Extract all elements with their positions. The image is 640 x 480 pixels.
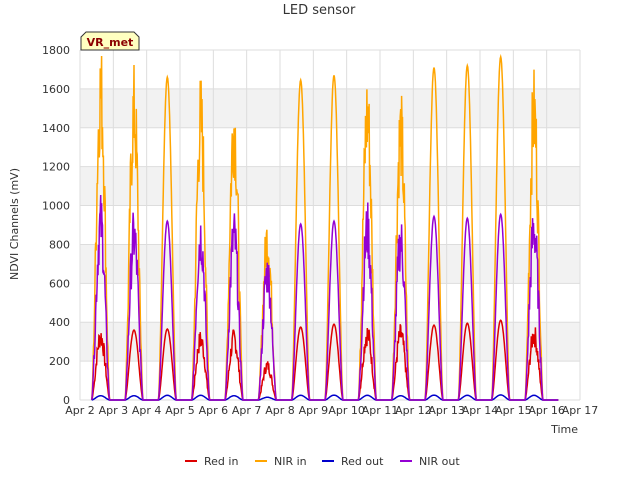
y-tick-label: 0 <box>63 394 70 407</box>
y-tick-label: 1200 <box>42 161 70 174</box>
chart-title: LED sensor <box>283 3 356 18</box>
y-axis-title: NDVI Channels (mV) <box>8 168 21 280</box>
legend-item: Red out <box>322 455 384 468</box>
y-tick-label: 800 <box>49 238 70 251</box>
series-layer <box>90 53 559 401</box>
legend-item: NIR in <box>255 455 307 468</box>
y-tick-label: 1000 <box>42 200 70 213</box>
legend-label: NIR in <box>274 455 307 468</box>
x-tick-label: Apr 12 <box>395 404 432 417</box>
legend: Red in NIR in Red out NIR out <box>185 455 460 468</box>
site-badge: VR_met <box>80 31 140 51</box>
x-tick-label: Apr 8 <box>265 404 295 417</box>
x-tick-label: Apr 9 <box>299 404 329 417</box>
x-tick-label: Apr 13 <box>428 404 465 417</box>
legend-label: Red out <box>341 455 384 468</box>
x-tick-label: Apr 10 <box>328 404 365 417</box>
y-tick-label: 600 <box>49 277 70 290</box>
badge-label: VR_met <box>87 36 134 49</box>
x-tick-label: Apr 17 <box>562 404 599 417</box>
y-tick-label: 1800 <box>42 44 70 57</box>
grid-band <box>80 88 580 128</box>
legend-label: NIR out <box>419 455 460 468</box>
legend-label: Red in <box>204 455 238 468</box>
x-tick-label: Apr 6 <box>199 404 229 417</box>
x-axis-ticks: Apr 2 Apr 3 Apr 4 Apr 5 Apr 6 Apr 7 Apr 8 Apr 9… <box>65 404 598 417</box>
x-tick-label: Apr 7 <box>232 404 262 417</box>
series-line-nir-out <box>90 194 559 401</box>
x-tick-label: Apr 4 <box>132 404 162 417</box>
y-tick-label: 1400 <box>42 122 70 135</box>
y-tick-label: 200 <box>49 355 70 368</box>
legend-item: Red in <box>185 455 238 468</box>
legend-item: NIR out <box>400 455 460 468</box>
x-tick-label: Apr 5 <box>165 404 195 417</box>
x-axis-title: Time <box>550 423 578 436</box>
y-tick-label: 1600 <box>42 83 70 96</box>
badge-shape <box>80 31 140 51</box>
x-tick-label: Apr 15 <box>495 404 532 417</box>
x-tick-label: Apr 2 <box>65 404 95 417</box>
x-tick-label: Apr 14 <box>462 404 499 417</box>
x-tick-label: Apr 11 <box>362 404 399 417</box>
y-axis-ticks: 0 200 400 600 800 1000 1200 1400 1600 1800 <box>42 44 70 407</box>
x-tick-label: Apr 3 <box>99 404 129 417</box>
y-tick-label: 400 <box>49 316 70 329</box>
x-tick-label: Apr 16 <box>528 404 565 417</box>
